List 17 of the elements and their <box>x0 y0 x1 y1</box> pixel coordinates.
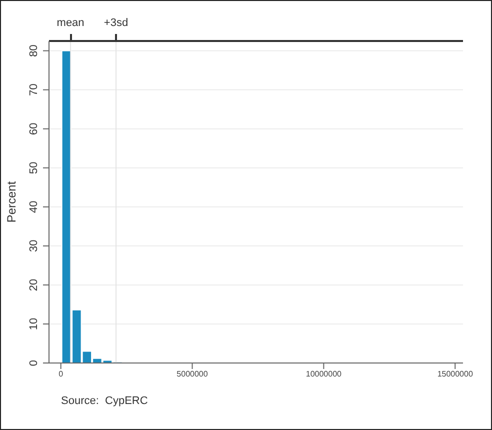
x-tick-label: 10000000 <box>306 370 342 379</box>
x-tick-label: 0 <box>58 370 64 379</box>
y-axis-title: Percent <box>4 180 18 223</box>
y-tick-label: 30 <box>28 240 40 252</box>
y-tick-label: 10 <box>28 318 40 330</box>
ref-line-label: mean <box>56 17 86 29</box>
ref-line-label: +3sd <box>102 17 130 29</box>
y-tick-label: 80 <box>28 44 40 57</box>
y-tick-label: 20 <box>28 278 40 292</box>
source-note: Source: CypERC <box>61 395 148 407</box>
x-tick-label: 15000000 <box>437 370 474 379</box>
y-tick-label: 70 <box>28 84 40 96</box>
y-tick-label: 60 <box>28 122 40 135</box>
y-tick-label: 40 <box>28 200 40 214</box>
x-tick-label: 5000000 <box>176 370 208 379</box>
y-tick-label: 0 <box>28 360 40 366</box>
y-tick-label: 50 <box>28 162 40 174</box>
